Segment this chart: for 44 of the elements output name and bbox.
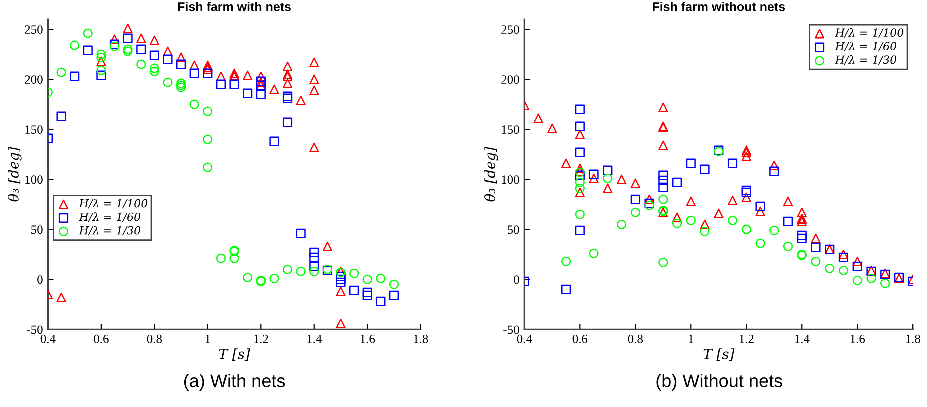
x-tick-label: 1.8 (906, 334, 920, 344)
text: (b) Without nets (656, 374, 782, 391)
x-tick-label: 1.4 (308, 334, 322, 344)
y-tick-label: 150 (26, 126, 43, 134)
y-tick-label: 250 (502, 26, 520, 34)
x-axis-title: T [s] (704, 348, 735, 362)
x-tick-label: 1.8 (414, 334, 428, 344)
legend-label: H/λ = 1/30 (835, 55, 897, 65)
x-tick-label: 0.8 (628, 334, 643, 344)
x-tick-label: 1.6 (850, 334, 866, 344)
y-tick-label: -50 (27, 326, 43, 334)
x-tick-label: 0.4 (517, 334, 532, 344)
y-tick-label: 0 (38, 276, 43, 284)
x-tick-label: 1 (689, 334, 694, 344)
y-tick-label: 200 (502, 76, 520, 84)
text: (a) With nets (184, 374, 286, 391)
legend-label: H/λ = 1/30 (79, 226, 141, 236)
x-tick-label: 0.6 (572, 334, 588, 344)
x-axis-title: T [s] (219, 348, 250, 362)
x-tick-label: 1 (206, 334, 210, 344)
chart-title: Fish farm without nets (653, 2, 786, 12)
y-axis-title: θ₃ [deg] (8, 147, 22, 202)
legend-label: H/λ = 1/100 (835, 28, 904, 38)
y-tick-label: -50 (504, 326, 520, 334)
x-tick-label: 1.2 (254, 334, 268, 344)
y-tick-label: 200 (25, 76, 43, 84)
x-tick-label: 1.4 (795, 334, 810, 344)
chart-title: Fish farm with nets (178, 2, 291, 12)
y-tick-label: 150 (502, 126, 520, 134)
x-tick-label: 0.6 (94, 334, 109, 344)
legend-label: H/λ = 1/100 (79, 199, 148, 209)
y-tick-label: 100 (26, 176, 43, 184)
legend-label: H/λ = 1/60 (835, 42, 897, 52)
y-tick-label: 0 (514, 276, 520, 284)
x-tick-label: 0.8 (147, 334, 162, 344)
y-tick-label: 50 (32, 226, 43, 234)
y-tick-label: 100 (502, 176, 520, 184)
y-axis-title: θ₃ [deg] (484, 147, 498, 202)
y-tick-label: 250 (25, 26, 43, 34)
x-tick-label: 1.6 (360, 334, 376, 344)
legend-label: H/λ = 1/60 (79, 212, 141, 222)
x-tick-label: 1.2 (740, 334, 754, 344)
x-tick-label: 0.4 (40, 334, 56, 344)
y-tick-label: 50 (508, 226, 520, 234)
